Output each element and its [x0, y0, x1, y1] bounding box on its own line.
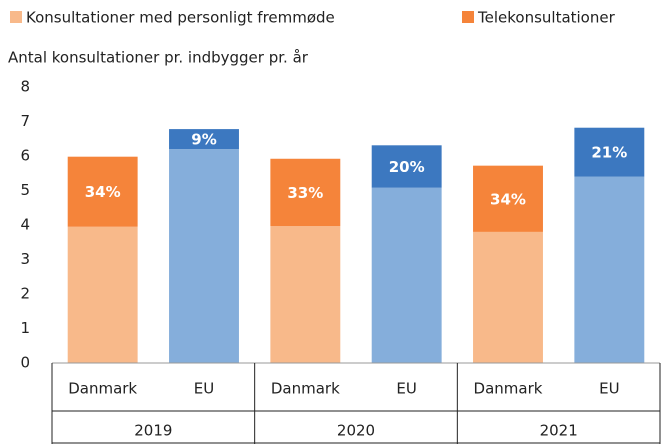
bar-segment: [574, 127, 645, 177]
y-tick-label: 0: [20, 354, 30, 372]
y-tick-label: 8: [20, 78, 30, 96]
x-tick-label: Danmark: [474, 380, 543, 398]
y-axis-title: Antal konsultationer pr. indbygger pr. å…: [8, 49, 309, 67]
bar-segment: [371, 187, 442, 363]
data-label: 34%: [490, 190, 526, 208]
x-tick-label: Danmark: [68, 380, 137, 398]
y-tick-label: 3: [20, 250, 30, 268]
x-tick-label: EU: [599, 380, 619, 398]
bar-segment: [67, 156, 138, 227]
data-label: 21%: [591, 144, 627, 162]
bar-segment: [473, 165, 543, 232]
y-tick-label: 4: [20, 216, 30, 234]
bar-segment: [169, 129, 239, 150]
y-tick-label: 1: [20, 319, 30, 337]
legend-label: Telekonsultationer: [477, 9, 616, 27]
bar-segment: [67, 226, 138, 363]
bar-segment: [473, 231, 543, 363]
y-tick-label: 2: [20, 285, 30, 303]
bar-segment: [169, 149, 239, 363]
group-label: 2020: [337, 422, 375, 440]
data-label: 9%: [191, 131, 216, 149]
legend-swatch: [462, 11, 474, 23]
group-label: 2019: [134, 422, 172, 440]
data-label: 34%: [85, 183, 121, 201]
data-label: 20%: [389, 158, 425, 176]
x-tick-label: EU: [396, 380, 416, 398]
x-tick-label: EU: [194, 380, 214, 398]
y-tick-label: 5: [20, 181, 30, 199]
x-tick-label: Danmark: [271, 380, 340, 398]
y-tick-label: 7: [20, 112, 30, 130]
bar-segment: [574, 176, 645, 363]
group-label: 2021: [540, 422, 578, 440]
legend-swatch: [10, 11, 22, 23]
y-tick-label: 6: [20, 147, 30, 165]
bar-segment: [270, 158, 341, 227]
data-label: 33%: [287, 184, 323, 202]
bar-segment: [371, 145, 442, 188]
bar-segment: [270, 226, 341, 363]
legend-label: Konsultationer med personligt fremmøde: [26, 9, 335, 27]
